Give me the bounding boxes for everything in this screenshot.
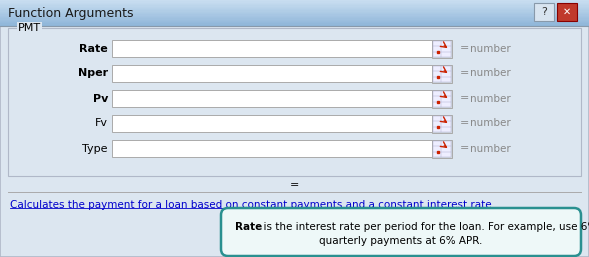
FancyBboxPatch shape [433, 41, 451, 57]
FancyBboxPatch shape [0, 23, 589, 25]
FancyBboxPatch shape [0, 0, 589, 2]
Text: Type: Type [82, 143, 108, 153]
Text: Pv: Pv [92, 94, 108, 104]
Text: =: = [460, 118, 469, 128]
Text: =: = [290, 180, 299, 190]
FancyBboxPatch shape [0, 4, 589, 6]
FancyBboxPatch shape [0, 1, 589, 3]
FancyBboxPatch shape [0, 8, 589, 10]
FancyBboxPatch shape [0, 18, 589, 20]
FancyBboxPatch shape [432, 140, 452, 158]
FancyBboxPatch shape [0, 14, 589, 16]
FancyBboxPatch shape [0, 22, 589, 24]
FancyBboxPatch shape [0, 25, 589, 26]
FancyBboxPatch shape [0, 3, 589, 4]
Text: quarterly payments at 6% APR.: quarterly payments at 6% APR. [319, 236, 483, 246]
FancyBboxPatch shape [0, 10, 589, 12]
FancyBboxPatch shape [0, 16, 589, 17]
FancyBboxPatch shape [432, 40, 452, 58]
Text: =: = [460, 43, 469, 53]
FancyBboxPatch shape [221, 208, 581, 256]
Text: =: = [460, 143, 469, 153]
Text: Calculates the payment for a loan based on constant payments and a constant inte: Calculates the payment for a loan based … [10, 200, 495, 210]
Text: ?: ? [541, 7, 547, 17]
FancyBboxPatch shape [534, 3, 554, 21]
FancyBboxPatch shape [0, 21, 589, 23]
Text: is the interest rate per period for the loan. For example, use 6%/4 for: is the interest rate per period for the … [257, 222, 589, 232]
FancyBboxPatch shape [433, 91, 451, 107]
FancyBboxPatch shape [0, 12, 589, 14]
FancyBboxPatch shape [557, 3, 577, 21]
Text: Function Arguments: Function Arguments [8, 6, 134, 20]
FancyBboxPatch shape [0, 6, 589, 8]
FancyBboxPatch shape [433, 116, 451, 132]
Text: Rate: Rate [80, 43, 108, 53]
FancyBboxPatch shape [432, 90, 452, 108]
FancyBboxPatch shape [433, 66, 451, 82]
FancyBboxPatch shape [112, 40, 432, 57]
Text: =: = [460, 69, 469, 78]
FancyBboxPatch shape [0, 13, 589, 15]
FancyBboxPatch shape [112, 90, 432, 107]
Text: Rate: Rate [235, 222, 262, 232]
FancyBboxPatch shape [0, 5, 589, 7]
FancyBboxPatch shape [432, 65, 452, 83]
Text: number: number [470, 118, 511, 128]
Text: Nper: Nper [78, 69, 108, 78]
Text: number: number [470, 143, 511, 153]
Text: ✕: ✕ [563, 7, 571, 17]
Text: PMT: PMT [18, 23, 41, 33]
FancyBboxPatch shape [432, 115, 452, 133]
FancyBboxPatch shape [0, 20, 589, 21]
FancyBboxPatch shape [8, 28, 581, 176]
FancyBboxPatch shape [0, 17, 589, 19]
Text: Fv: Fv [95, 118, 108, 128]
Text: number: number [470, 94, 511, 104]
FancyBboxPatch shape [112, 140, 432, 157]
Text: =: = [460, 94, 469, 104]
FancyBboxPatch shape [433, 141, 451, 157]
FancyBboxPatch shape [112, 65, 432, 82]
Text: number: number [470, 43, 511, 53]
FancyBboxPatch shape [112, 115, 432, 132]
FancyBboxPatch shape [0, 9, 589, 11]
Text: number: number [470, 69, 511, 78]
